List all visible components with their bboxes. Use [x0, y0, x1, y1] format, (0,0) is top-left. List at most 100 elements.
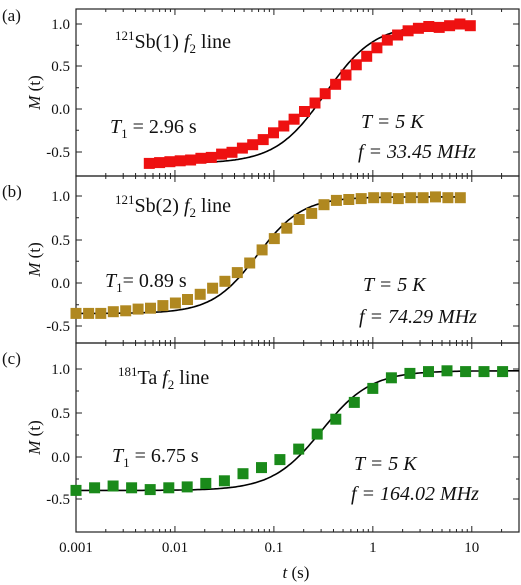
- data-point: [71, 308, 82, 319]
- data-point: [330, 414, 341, 425]
- data-point: [351, 59, 362, 70]
- data-point: [157, 300, 168, 311]
- data-point: [145, 303, 156, 314]
- isotope-mass: 121: [115, 192, 135, 207]
- data-point: [319, 199, 330, 210]
- x-tick-label: 1: [369, 540, 377, 556]
- data-point: [164, 156, 175, 167]
- y-tick-label: -0.5: [46, 145, 70, 161]
- line-suffix: line: [196, 31, 231, 53]
- y-axis-label-unit: (t): [25, 75, 44, 95]
- data-point: [413, 23, 424, 34]
- panel-title: 121Sb(1) f2 line: [115, 28, 231, 56]
- data-point: [423, 366, 434, 377]
- data-point: [108, 306, 119, 317]
- data-point: [371, 42, 382, 53]
- data-point: [382, 35, 393, 46]
- data-point: [227, 147, 238, 158]
- data-point: [393, 193, 404, 204]
- data-point: [306, 208, 317, 219]
- y-axis-label: M (t): [25, 420, 44, 455]
- t1-value: = 2.96 s: [128, 116, 197, 138]
- y-tick-label: 1.0: [51, 362, 70, 378]
- temperature-annotation: T = 5 K: [361, 111, 425, 133]
- data-point: [299, 106, 310, 117]
- data-point: [274, 454, 285, 465]
- y-tick-label: 0.5: [51, 406, 70, 422]
- x-tick-label: 0.01: [162, 540, 188, 556]
- data-point: [163, 482, 174, 493]
- data-point: [154, 157, 165, 168]
- y-axis-label-italic: M: [25, 440, 44, 456]
- panel-letter: (c): [2, 349, 21, 368]
- data-point: [175, 155, 186, 166]
- data-point: [479, 366, 490, 377]
- data-point: [200, 478, 211, 489]
- data-point: [207, 283, 218, 294]
- data-point: [455, 192, 466, 203]
- chart-panel-a: (a) 1.0 0.5 0.0 -0.5 M (t) 121Sb(1) f2 line T1 …: [2, 6, 519, 176]
- y-axis-label-italic: M: [25, 262, 44, 278]
- data-point: [170, 298, 181, 309]
- data-point: [289, 114, 300, 125]
- data-point: [257, 244, 268, 255]
- frequency-annotation: f = 74.29 MHz: [359, 306, 477, 328]
- data-point: [320, 88, 331, 99]
- data-point: [219, 475, 230, 486]
- data-point: [238, 468, 249, 479]
- y-axis-label-unit: (t): [25, 242, 44, 262]
- data-point: [269, 233, 280, 244]
- data-point: [219, 276, 230, 287]
- data-point: [330, 79, 341, 90]
- isotope-name: Sb(2): [135, 195, 184, 217]
- frequency-annotation: f = 33.45 MHz: [358, 141, 476, 163]
- y-tick-label: 0.5: [51, 233, 70, 249]
- data-point: [497, 366, 508, 377]
- data-point: [71, 485, 82, 496]
- data-point: [133, 304, 144, 315]
- data-point: [216, 149, 227, 160]
- data-point: [89, 482, 100, 493]
- frequency-annotation: f = 164.02 MHz: [351, 483, 479, 505]
- data-point: [465, 20, 476, 31]
- data-point: [442, 365, 453, 376]
- x-axis-label: t (s): [283, 563, 310, 582]
- data-point: [442, 192, 453, 203]
- isotope-mass: 181: [118, 364, 138, 379]
- y-tick-label: 0.0: [51, 450, 70, 466]
- panel-title: 121Sb(2) f2 line: [115, 192, 231, 220]
- y-axis-label-italic: M: [25, 95, 44, 111]
- y-tick-label: 0.5: [51, 59, 70, 75]
- data-point: [126, 482, 137, 493]
- data-point: [256, 462, 267, 473]
- data-point: [361, 51, 372, 62]
- data-point: [294, 214, 305, 225]
- line-suffix: line: [196, 195, 231, 217]
- panel-title: 181Ta f2 line: [118, 364, 209, 392]
- data-point: [195, 289, 206, 300]
- data-point: [434, 22, 445, 33]
- data-point: [278, 121, 289, 132]
- data-point: [423, 21, 434, 32]
- y-tick-label: 0.0: [51, 102, 70, 118]
- data-point: [268, 127, 279, 138]
- data-point: [341, 70, 352, 81]
- data-point: [232, 267, 243, 278]
- data-point: [206, 152, 217, 163]
- data-point: [343, 194, 354, 205]
- data-point: [418, 192, 429, 203]
- data-point: [392, 30, 403, 41]
- chart-panel-b: (b) 1.00.50.0-0.5M (t)121Sb(2) f2 lineT1=…: [2, 176, 519, 343]
- data-point: [244, 258, 255, 269]
- data-point: [195, 153, 206, 164]
- data-point: [404, 368, 415, 379]
- data-point: [331, 195, 342, 206]
- y-tick-label: -0.5: [46, 492, 70, 508]
- data-point: [312, 429, 323, 440]
- temperature-annotation: T = 5 K: [363, 274, 427, 296]
- data-point: [182, 481, 193, 492]
- data-point: [120, 305, 131, 316]
- data-point: [185, 155, 196, 166]
- data-point: [367, 383, 378, 394]
